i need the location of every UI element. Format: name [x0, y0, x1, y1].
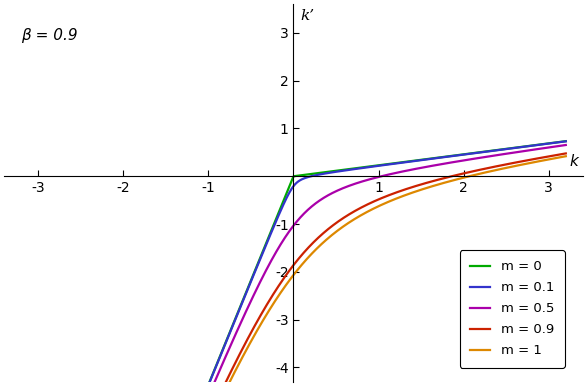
m = 0.5: [392, 171, 399, 175]
m = 0.5: [443, 161, 450, 166]
Line: m = 0.9: m = 0.9: [21, 153, 566, 386]
m = 0.1: [238, 302, 245, 307]
Line: m = 0.5: m = 0.5: [21, 145, 566, 386]
m = 0.1: [452, 153, 459, 158]
m = 0.9: [562, 151, 569, 156]
m = 0.5: [258, 278, 265, 283]
Text: k: k: [570, 154, 579, 169]
m = 0.1: [562, 139, 569, 144]
m = 1: [238, 357, 245, 361]
Line: m = 1: m = 1: [21, 156, 566, 386]
m = 0: [452, 153, 459, 158]
m = 0: [562, 139, 569, 144]
Line: m = 0: m = 0: [21, 141, 566, 386]
m = 0: [392, 161, 399, 166]
m = 0.9: [392, 191, 399, 195]
m = 0: [258, 253, 265, 258]
m = 0.5: [562, 143, 569, 147]
Text: β = 0.9: β = 0.9: [21, 28, 78, 43]
m = 1: [452, 178, 459, 182]
m = 0: [443, 154, 450, 159]
m = 1: [392, 197, 399, 201]
m = 0: [238, 301, 245, 306]
m = 0.9: [452, 173, 459, 178]
Line: m = 0.1: m = 0.1: [21, 141, 566, 386]
m = 0.1: [258, 255, 265, 259]
m = 1: [562, 154, 569, 159]
m = 0.5: [238, 319, 245, 324]
m = 0.5: [452, 159, 459, 164]
m = 0.1: [443, 154, 450, 159]
m = 0.9: [258, 312, 265, 317]
m = 1: [443, 180, 450, 185]
m = 0.9: [238, 349, 245, 353]
m = 1: [258, 322, 265, 326]
m = 0.9: [443, 175, 450, 180]
Text: k’: k’: [301, 9, 315, 23]
m = 0.1: [392, 161, 399, 166]
Legend: m = 0, m = 0.1, m = 0.5, m = 0.9, m = 1: m = 0, m = 0.1, m = 0.5, m = 0.9, m = 1: [460, 250, 565, 368]
